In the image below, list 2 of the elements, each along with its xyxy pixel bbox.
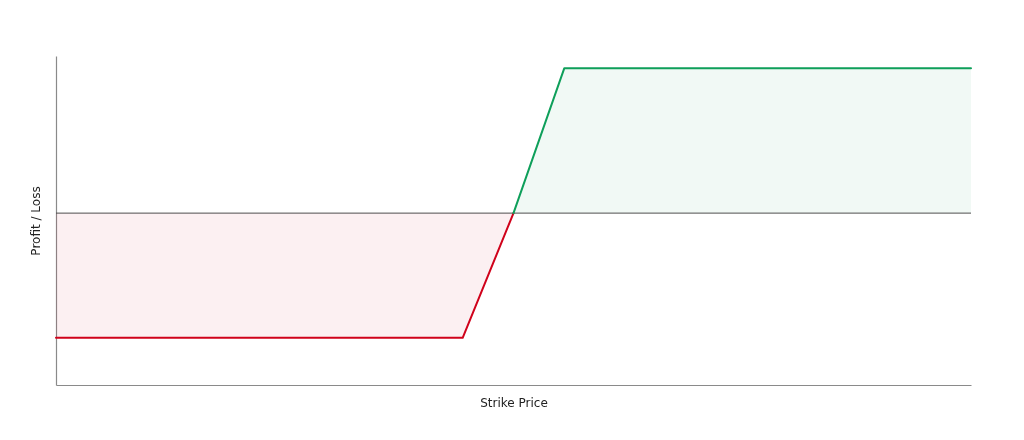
y-axis-title: Profit / Loss: [28, 186, 43, 256]
x-axis-title: Strike Price: [480, 395, 548, 410]
